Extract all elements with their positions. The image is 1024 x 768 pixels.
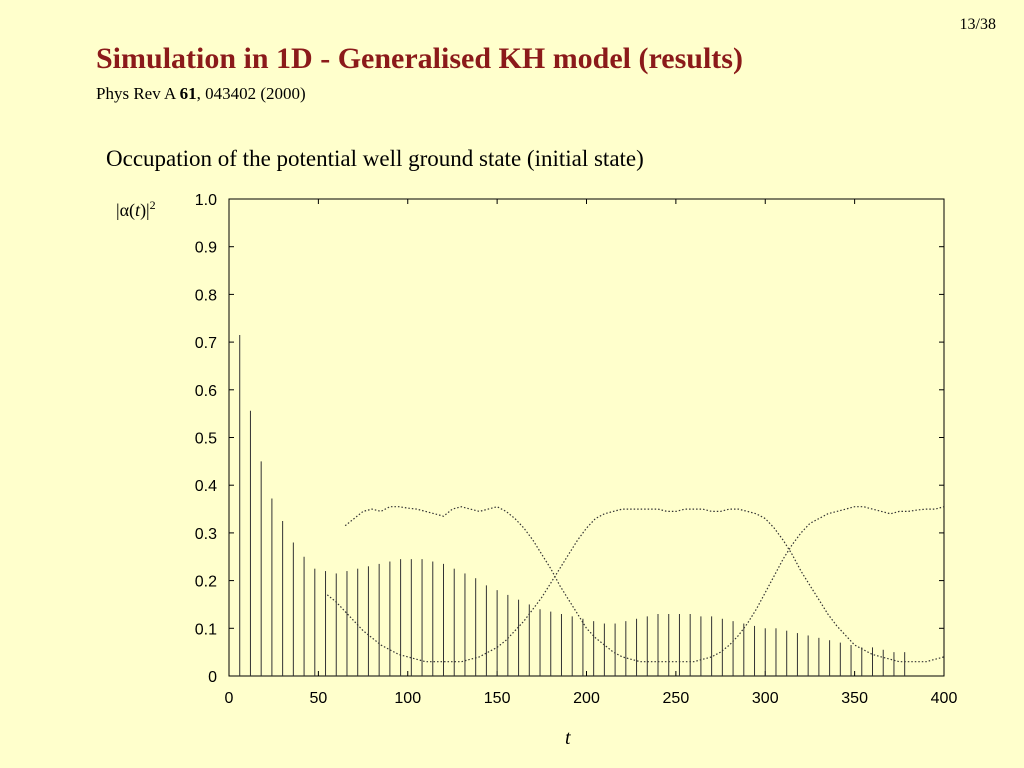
y-label-power: 2 [149, 198, 156, 212]
y-tick-label: 1.0 [195, 192, 217, 209]
y-tick-label: 0.3 [195, 526, 217, 543]
y-tick-label: 0.5 [195, 431, 217, 448]
y-tick-label: 0.1 [195, 621, 217, 638]
x-tick-label: 250 [663, 690, 690, 707]
y-tick-label: 0.8 [195, 287, 217, 304]
x-tick-label: 100 [394, 690, 421, 707]
reference-pages-year: , 043402 (2000) [196, 84, 306, 103]
x-axis-label: t [565, 727, 571, 749]
y-tick-label: 0.7 [195, 335, 217, 352]
series-line-1 [344, 506, 945, 663]
y-axis-label: |α(t)|2 [116, 198, 156, 221]
x-tick-label: 150 [484, 690, 511, 707]
y-label-paren-open: ( [129, 200, 136, 220]
y-label-t: t [135, 200, 141, 220]
x-tick-label: 50 [309, 690, 327, 707]
series-line-2 [326, 508, 945, 663]
y-label-alpha: α [119, 200, 130, 220]
y-tick-label: 0.4 [195, 478, 217, 495]
page-number: 13/38 [959, 16, 996, 33]
reference-journal: Phys Rev A [96, 84, 180, 103]
x-tick-label: 400 [931, 690, 958, 707]
slide-title: Simulation in 1D - Generalised KH model … [96, 42, 743, 75]
x-tick-label: 0 [225, 690, 234, 707]
y-tick-label: 0.2 [195, 574, 217, 591]
y-tick-label: 0 [208, 669, 217, 686]
y-label-pipe: | [116, 200, 120, 220]
x-tick-label: 300 [752, 690, 779, 707]
plot-area [228, 198, 945, 677]
x-tick-label: 350 [841, 690, 868, 707]
reference-volume: 61 [179, 84, 197, 103]
y-label-paren-close: )| [140, 200, 150, 220]
x-tick-label: 200 [573, 690, 600, 707]
y-tick-label: 0.6 [195, 383, 217, 400]
reference-citation: Phys Rev A 61, 043402 (2000) [96, 84, 306, 104]
y-tick-label: 0.9 [195, 240, 217, 257]
chart-subtitle: Occupation of the potential well ground … [106, 146, 644, 171]
